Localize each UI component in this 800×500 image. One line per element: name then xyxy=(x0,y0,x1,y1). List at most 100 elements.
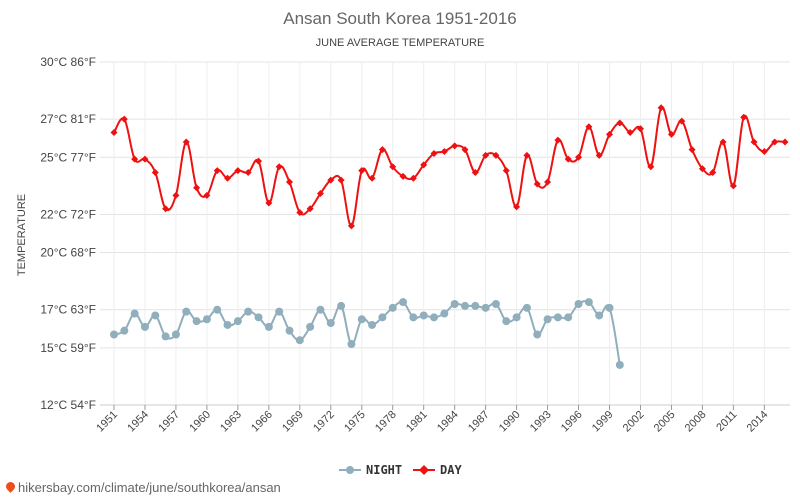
data-point-night[interactable] xyxy=(460,301,469,310)
legend[interactable]: NIGHT DAY xyxy=(339,463,462,477)
data-point-day[interactable] xyxy=(306,205,314,213)
data-point-night[interactable] xyxy=(584,298,593,307)
data-point-night[interactable] xyxy=(161,332,170,341)
data-point-day[interactable] xyxy=(120,115,128,123)
data-point-day[interactable] xyxy=(244,169,252,177)
data-point-day[interactable] xyxy=(647,163,655,171)
data-point-day[interactable] xyxy=(564,155,572,163)
data-point-day[interactable] xyxy=(172,191,180,199)
data-point-night[interactable] xyxy=(326,319,335,328)
data-point-night[interactable] xyxy=(151,311,160,320)
data-point-night[interactable] xyxy=(605,303,614,312)
data-point-night[interactable] xyxy=(130,309,139,318)
data-point-day[interactable] xyxy=(285,178,293,186)
data-point-day[interactable] xyxy=(461,146,469,154)
data-point-day[interactable] xyxy=(482,151,490,159)
data-point-night[interactable] xyxy=(254,313,263,322)
data-point-night[interactable] xyxy=(244,307,253,316)
data-point-night[interactable] xyxy=(213,305,222,314)
data-point-night[interactable] xyxy=(512,313,521,322)
data-point-night[interactable] xyxy=(595,311,604,320)
data-point-day[interactable] xyxy=(265,199,273,207)
data-point-day[interactable] xyxy=(575,153,583,161)
data-point-night[interactable] xyxy=(430,313,439,322)
data-point-night[interactable] xyxy=(295,336,304,345)
data-point-day[interactable] xyxy=(502,167,510,175)
data-point-day[interactable] xyxy=(275,163,283,171)
data-point-night[interactable] xyxy=(378,313,387,322)
data-point-night[interactable] xyxy=(543,315,552,324)
data-point-day[interactable] xyxy=(626,129,634,137)
data-point-night[interactable] xyxy=(264,322,273,331)
data-point-night[interactable] xyxy=(110,330,118,339)
data-point-night[interactable] xyxy=(564,313,573,322)
data-point-day[interactable] xyxy=(347,222,355,230)
data-point-day[interactable] xyxy=(513,203,521,211)
data-point-night[interactable] xyxy=(171,330,180,339)
data-point-day[interactable] xyxy=(781,138,789,146)
data-point-day[interactable] xyxy=(760,148,768,156)
data-point-day[interactable] xyxy=(616,119,624,127)
data-point-day[interactable] xyxy=(729,182,737,190)
data-point-night[interactable] xyxy=(202,315,211,324)
data-point-day[interactable] xyxy=(131,155,139,163)
data-point-day[interactable] xyxy=(636,125,644,133)
data-point-day[interactable] xyxy=(389,163,397,171)
data-point-night[interactable] xyxy=(337,301,346,310)
data-point-night[interactable] xyxy=(419,311,428,320)
data-point-day[interactable] xyxy=(420,161,428,169)
data-point-day[interactable] xyxy=(771,138,779,146)
data-point-night[interactable] xyxy=(502,317,511,326)
legend-item-night[interactable]: NIGHT xyxy=(339,463,402,477)
data-point-day[interactable] xyxy=(224,174,232,182)
data-point-day[interactable] xyxy=(471,169,479,177)
data-point-night[interactable] xyxy=(615,360,624,369)
data-point-day[interactable] xyxy=(523,151,531,159)
data-point-day[interactable] xyxy=(657,104,665,112)
data-point-day[interactable] xyxy=(606,130,614,138)
data-point-day[interactable] xyxy=(688,146,696,154)
data-point-day[interactable] xyxy=(678,117,686,125)
data-point-night[interactable] xyxy=(409,313,418,322)
data-point-night[interactable] xyxy=(285,326,294,335)
data-point-day[interactable] xyxy=(430,149,438,157)
data-point-night[interactable] xyxy=(388,303,397,312)
legend-item-day[interactable]: DAY xyxy=(413,463,462,477)
data-point-day[interactable] xyxy=(709,169,717,177)
data-point-night[interactable] xyxy=(347,340,356,349)
data-point-day[interactable] xyxy=(296,209,304,217)
data-point-day[interactable] xyxy=(719,138,727,146)
source-link[interactable]: hikersbay.com/climate/june/southkorea/an… xyxy=(4,480,281,495)
data-point-day[interactable] xyxy=(554,136,562,144)
data-point-night[interactable] xyxy=(368,320,377,329)
data-point-night[interactable] xyxy=(140,322,149,331)
data-point-day[interactable] xyxy=(316,189,324,197)
data-point-day[interactable] xyxy=(378,146,386,154)
data-point-day[interactable] xyxy=(595,151,603,159)
data-point-night[interactable] xyxy=(574,300,583,309)
data-point-night[interactable] xyxy=(182,307,191,316)
data-point-day[interactable] xyxy=(110,129,118,137)
data-point-day[interactable] xyxy=(182,138,190,146)
data-point-night[interactable] xyxy=(481,303,490,312)
data-point-day[interactable] xyxy=(740,113,748,121)
data-point-day[interactable] xyxy=(667,130,675,138)
data-point-day[interactable] xyxy=(409,174,417,182)
data-point-day[interactable] xyxy=(162,205,170,213)
data-point-night[interactable] xyxy=(357,315,366,324)
data-point-night[interactable] xyxy=(522,303,531,312)
data-point-day[interactable] xyxy=(399,172,407,180)
data-point-day[interactable] xyxy=(544,178,552,186)
data-point-day[interactable] xyxy=(533,180,541,188)
data-point-night[interactable] xyxy=(275,307,284,316)
data-point-day[interactable] xyxy=(151,169,159,177)
data-point-night[interactable] xyxy=(306,322,315,331)
data-point-night[interactable] xyxy=(223,320,232,329)
data-point-day[interactable] xyxy=(750,138,758,146)
data-point-day[interactable] xyxy=(451,142,459,150)
data-point-day[interactable] xyxy=(193,184,201,192)
data-point-night[interactable] xyxy=(120,326,129,335)
data-point-day[interactable] xyxy=(698,165,706,173)
data-point-night[interactable] xyxy=(192,317,201,326)
data-point-day[interactable] xyxy=(440,148,448,156)
